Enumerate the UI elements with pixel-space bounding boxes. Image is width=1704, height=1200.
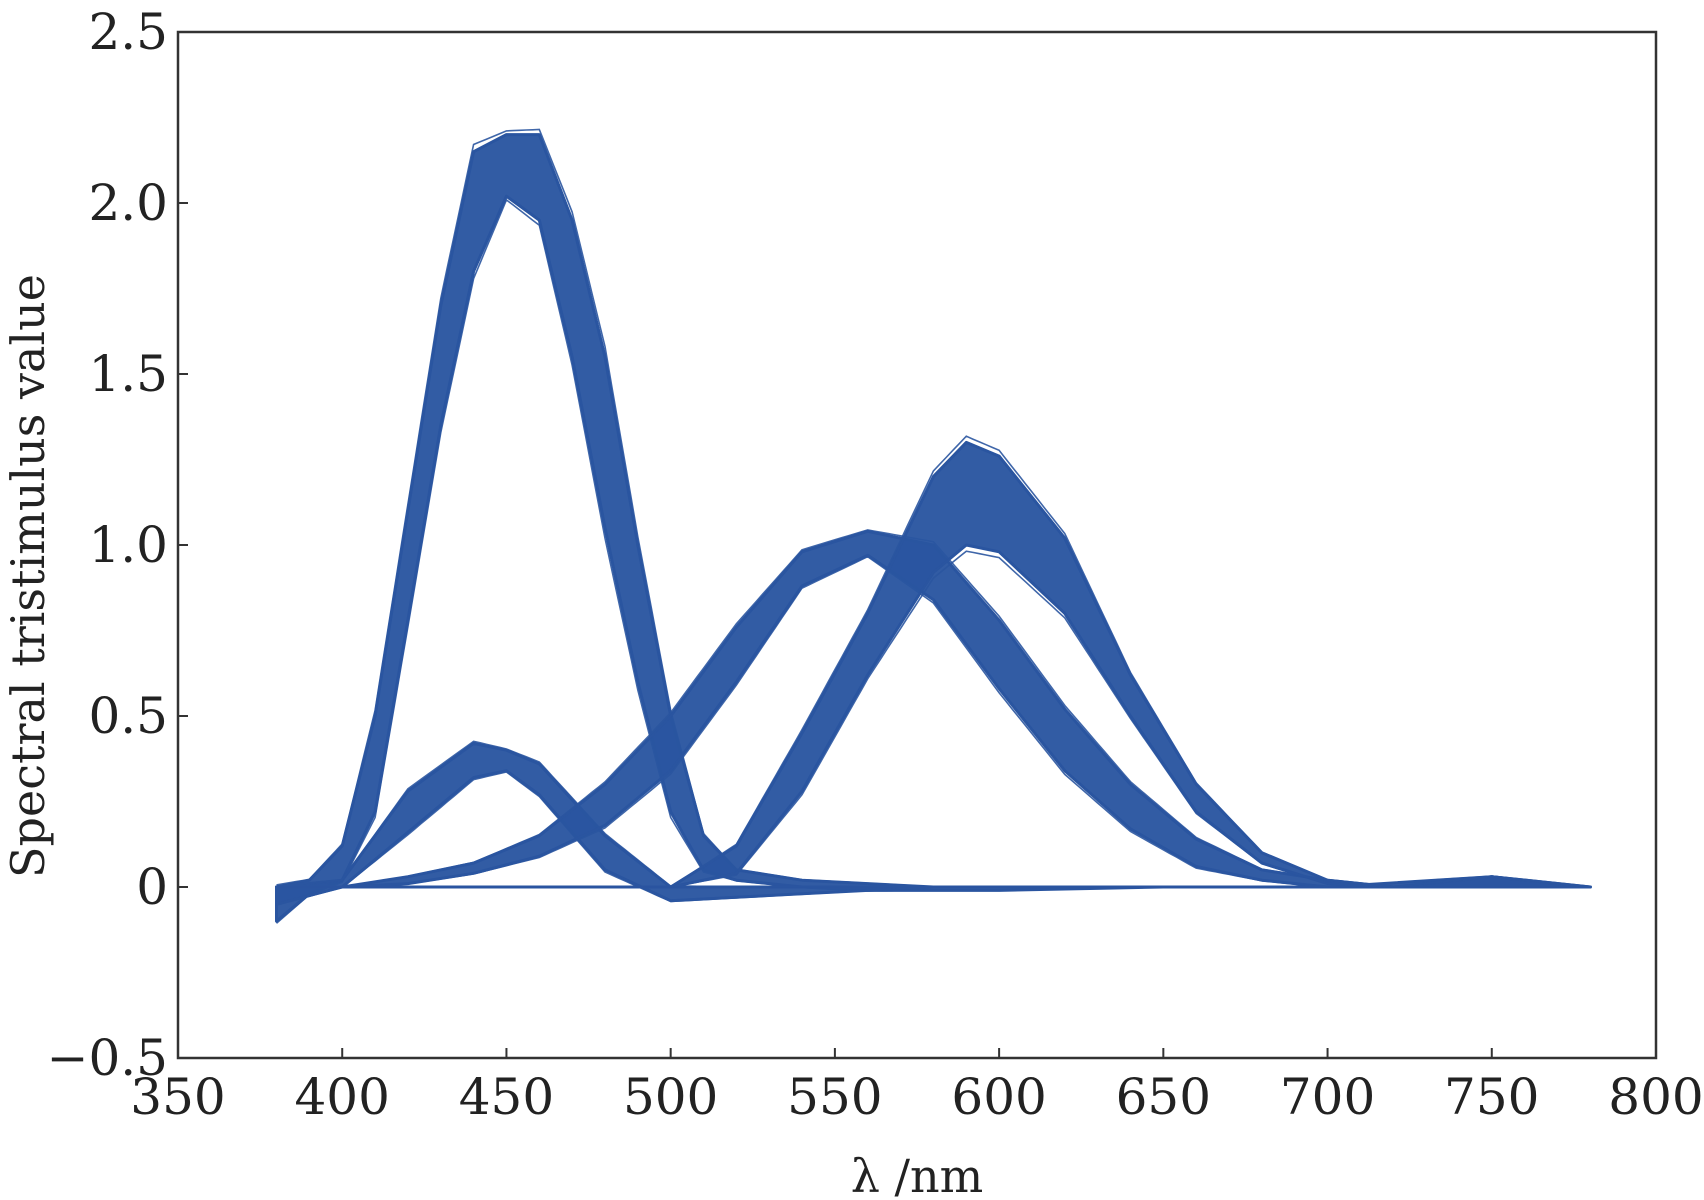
x-tick-label: 600 [951, 1068, 1046, 1126]
tick-layer: 350 400 450 500 550 600 650 700 750 800 −0.5 0 0.5 1.… [47, 3, 1704, 1126]
series-band [275, 529, 1592, 889]
x-axis-label: λ /nm [851, 1149, 984, 1200]
x-tick-label: 800 [1608, 1068, 1703, 1126]
band-fill [275, 741, 1592, 906]
y-tick-label: 2.5 [88, 3, 168, 61]
x-tick-label: 650 [1116, 1068, 1211, 1126]
y-tick-label: −0.5 [47, 1029, 168, 1087]
series-curve [276, 435, 1591, 888]
x-tick-label: 700 [1280, 1068, 1375, 1126]
x-tick-label: 400 [295, 1068, 390, 1126]
series-band [275, 740, 1592, 906]
y-tick-label: 0.5 [88, 687, 168, 745]
y-tick-label: 2.0 [88, 174, 168, 232]
series-curve [276, 555, 1591, 889]
y-tick-label: 1.5 [88, 345, 168, 403]
series-band [275, 435, 1592, 889]
y-tick-label: 0 [136, 858, 168, 916]
x-tick-label: 750 [1444, 1068, 1539, 1126]
x-tick-label: 350 [130, 1068, 225, 1126]
series-curve [276, 554, 1591, 888]
x-tick-label: 550 [787, 1068, 882, 1126]
band-fill [275, 529, 1592, 889]
x-tick-label: 500 [623, 1068, 718, 1126]
y-tick-label: 1.0 [88, 516, 168, 574]
y-axis-label: Spectral tristimulus value [1, 274, 55, 878]
series-layer [275, 128, 1592, 924]
band-fill [275, 440, 1592, 889]
x-tick-label: 450 [459, 1068, 554, 1126]
